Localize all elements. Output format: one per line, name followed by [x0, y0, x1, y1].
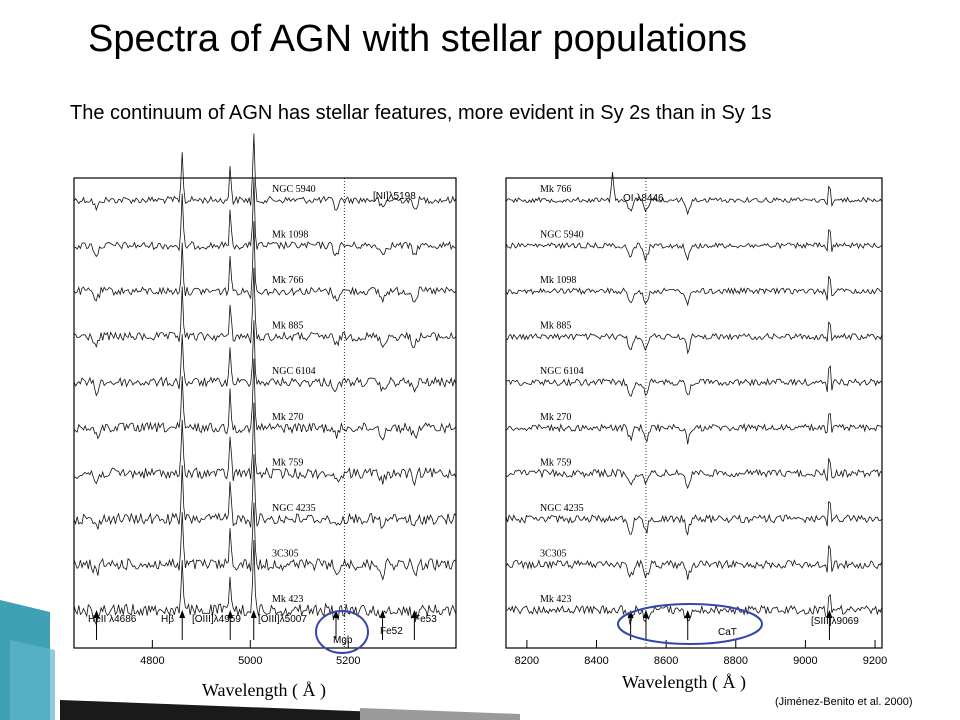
right-spectra-group	[505, 171, 883, 626]
series-label: 3C305	[272, 548, 299, 559]
series-label: Mk 759	[540, 457, 571, 468]
left-line-label-hbeta: Hβ	[161, 614, 174, 625]
x-tick-label: 8200	[515, 655, 539, 667]
series-label: NGC 5940	[272, 184, 316, 195]
spectrum-line	[73, 358, 457, 441]
feature-arrow-head	[379, 610, 386, 618]
feature-arrow-head	[642, 610, 649, 618]
feature-arrow-head	[684, 610, 691, 618]
slide-title: Spectra of AGN with stellar populations	[88, 18, 748, 60]
left-top-annotation: [NI]λ5198	[373, 191, 416, 202]
spectrum-line	[505, 500, 883, 536]
left-series-labels: NGC 5940 Mk 1098 Mk 766 Mk 885 NGC 6104 Mk 27…	[272, 184, 316, 605]
left-line-label-oiii4959: [OIII]λ4959	[192, 614, 241, 625]
right-feature-marks	[627, 178, 833, 648]
x-tick-label: 5000	[238, 655, 262, 667]
left-line-label-fe53: Fe53	[414, 614, 437, 625]
spectrum-line	[73, 178, 457, 258]
feature-arrow-head	[227, 610, 234, 618]
feature-arrow-head	[333, 610, 340, 618]
slide-subtitle: The continuum of AGN has stellar feature…	[70, 102, 772, 124]
feature-arrow-head	[179, 610, 186, 618]
right-x-ticks: 8200 8400 8600 8800 9000 9200	[515, 640, 887, 667]
right-x-axis-label: Wavelength ( Å )	[622, 672, 746, 693]
series-label: Mk 270	[540, 412, 571, 423]
left-line-label-oiii5007: [OIII]λ5007	[258, 614, 307, 625]
series-label: NGC 6104	[540, 366, 584, 377]
left-x-ticks: 4800 5000 5200	[140, 640, 360, 667]
mgb-highlight-ellipse	[315, 610, 369, 654]
feature-arrow-head	[93, 610, 100, 618]
x-tick-label: 8800	[724, 655, 748, 667]
right-plot-frame	[505, 177, 883, 649]
feature-arrow-head	[411, 610, 418, 618]
series-label: Mk 1098	[540, 275, 576, 286]
series-label: NGC 4235	[272, 503, 316, 514]
feature-arrow-head	[250, 610, 257, 618]
feature-arrow-head	[826, 610, 833, 618]
x-tick-label: 9200	[863, 655, 887, 667]
spectrum-line	[73, 402, 457, 487]
series-label: 3C305	[540, 548, 567, 559]
spectrum-line	[505, 413, 883, 445]
spectrum-line	[505, 171, 883, 216]
spectrum-line	[73, 221, 457, 304]
spectrum-line	[73, 539, 457, 627]
x-tick-label: 8400	[584, 655, 608, 667]
series-label: Mk 885	[540, 321, 571, 332]
left-spectra-group	[73, 133, 457, 627]
series-label: Mk 759	[272, 457, 303, 468]
x-tick-label: 5200	[336, 655, 360, 667]
left-line-label-heii: HeII λ4686	[88, 614, 137, 625]
right-top-annotation: OI λ8446	[623, 193, 664, 204]
series-label: Mk 270	[272, 412, 303, 423]
right-line-label-cat: CaT	[718, 627, 737, 638]
series-label: Mk 423	[540, 594, 571, 605]
left-feature-marks	[93, 178, 418, 648]
citation: (Jiménez-Benito et al. 2000)	[775, 696, 913, 708]
left-x-axis-label: Wavelength ( Å )	[202, 680, 326, 701]
spectrum-line	[505, 365, 883, 397]
spectrum-line	[73, 502, 457, 581]
spectrum-line	[73, 267, 457, 349]
spectrum-line	[73, 454, 457, 530]
feature-arrow-head	[627, 610, 634, 618]
spectrum-line	[505, 545, 883, 580]
series-label: NGC 6104	[272, 366, 316, 377]
right-line-label-siii: [SIII]λ9069	[811, 616, 859, 627]
right-series-labels: Mk 766 NGC 5940 Mk 1098 Mk 885 NGC 6104 Mk 27…	[540, 184, 584, 605]
cat-highlight-ellipse	[617, 603, 763, 645]
series-label: Mk 885	[272, 321, 303, 332]
spectrum-line	[505, 593, 883, 626]
spectrum-line	[505, 458, 883, 490]
series-label: Mk 766	[272, 275, 303, 286]
spectrum-line	[505, 275, 883, 307]
x-tick-label: 8600	[654, 655, 678, 667]
spectrum-line	[73, 133, 457, 212]
series-label: Mk 423	[272, 594, 303, 605]
left-line-label-mgb: Mgb	[333, 635, 353, 646]
x-tick-label: 9000	[793, 655, 817, 667]
series-label: Mk 766	[540, 184, 571, 195]
series-label: NGC 4235	[540, 503, 584, 514]
series-label: Mk 1098	[272, 230, 308, 241]
left-line-label-fe52: Fe52	[380, 626, 403, 637]
spectrum-line	[505, 321, 883, 355]
corner-ribbon	[0, 600, 520, 720]
x-tick-label: 4800	[140, 655, 164, 667]
left-plot-frame	[73, 177, 457, 649]
spectrum-line	[73, 320, 457, 397]
series-label: NGC 5940	[540, 230, 584, 241]
spectrum-line	[505, 228, 883, 263]
